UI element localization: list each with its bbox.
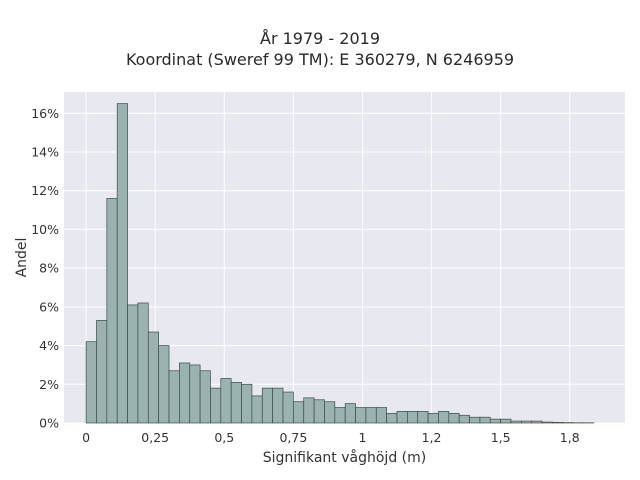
tick-labels: 0% 2% 4% 6% 8% 10% 12% 14% 16% 0 0,25 0,5 0,75 1 1,2 1,… — [31, 106, 580, 445]
y-tick-label: 8% — [39, 261, 59, 276]
x-tick-label: 1,5 — [491, 430, 511, 445]
histogram-bar — [438, 411, 450, 424]
x-tick-label: 0,5 — [214, 430, 234, 445]
histogram-bar — [552, 422, 564, 424]
histogram-bar — [147, 331, 160, 424]
histogram-bar — [179, 362, 191, 424]
y-tick-label: 10% — [31, 222, 59, 237]
y-axis-label: Andel — [14, 238, 30, 278]
histogram-bar — [137, 302, 149, 424]
chart-title-line-1: År 1979 - 2019 — [260, 29, 380, 48]
histogram-bar — [521, 420, 533, 424]
x-tick-label: 0 — [82, 430, 90, 445]
histogram-bar — [541, 421, 553, 424]
histogram-bar — [510, 420, 522, 424]
grid-lines — [64, 92, 625, 424]
histogram-bar — [386, 412, 398, 424]
histogram-bar — [158, 345, 170, 424]
x-tick-label: 1 — [358, 430, 366, 445]
histogram-bar — [313, 399, 325, 424]
y-tick-label: 14% — [31, 145, 59, 160]
histogram-bar — [344, 403, 356, 424]
histogram-bar — [116, 103, 128, 424]
histogram-bar — [458, 414, 470, 424]
histogram-bar — [251, 395, 263, 424]
histogram-bar — [282, 391, 294, 424]
histogram-bar — [127, 304, 139, 424]
histogram-bar — [469, 416, 481, 424]
histogram-bar — [272, 387, 284, 424]
histogram-bar — [96, 320, 108, 424]
histogram-bar — [407, 411, 419, 424]
histogram-bar — [189, 364, 201, 424]
chart-title-line-2: Koordinat (Sweref 99 TM): E 360279, N 62… — [125, 50, 515, 69]
histogram-bar — [448, 412, 460, 424]
x-axis-label: Signifikant våghöjd (m) — [263, 449, 426, 466]
histogram-bar — [210, 387, 222, 424]
x-tick-label: 1,2 — [422, 430, 442, 445]
histogram-bar — [489, 418, 501, 424]
x-tick-label: 1,8 — [560, 430, 580, 445]
histogram-bar — [375, 407, 387, 424]
histogram-bar — [303, 397, 315, 424]
histogram-bar — [220, 378, 232, 424]
histogram-bar — [106, 198, 118, 424]
histogram-bar — [479, 416, 491, 424]
histogram-bar — [417, 411, 429, 424]
y-tick-label: 6% — [39, 299, 59, 314]
histogram-bar — [355, 407, 367, 424]
histogram-bar — [427, 412, 439, 424]
histogram-bar — [531, 420, 543, 424]
histogram-bar — [293, 401, 305, 424]
histogram-bar — [324, 401, 336, 424]
histogram-bar — [500, 418, 512, 424]
y-tick-label: 12% — [31, 183, 59, 198]
y-tick-label: 16% — [31, 106, 59, 121]
histogram-bar — [365, 407, 377, 424]
histogram-bar — [199, 370, 211, 424]
histogram-bar — [168, 370, 180, 424]
histogram-bar — [241, 383, 253, 424]
histogram-bars — [85, 103, 595, 424]
y-tick-label: 0% — [39, 416, 59, 431]
y-tick-label: 2% — [39, 377, 59, 392]
x-tick-label: 0,75 — [279, 430, 307, 445]
histogram-bar — [85, 341, 97, 424]
histogram-bar — [334, 407, 346, 424]
x-tick-label: 0,25 — [141, 430, 169, 445]
histogram-bar — [261, 387, 273, 424]
y-tick-label: 4% — [39, 338, 59, 353]
histogram-bar — [230, 382, 242, 424]
histogram-bar — [396, 411, 408, 424]
